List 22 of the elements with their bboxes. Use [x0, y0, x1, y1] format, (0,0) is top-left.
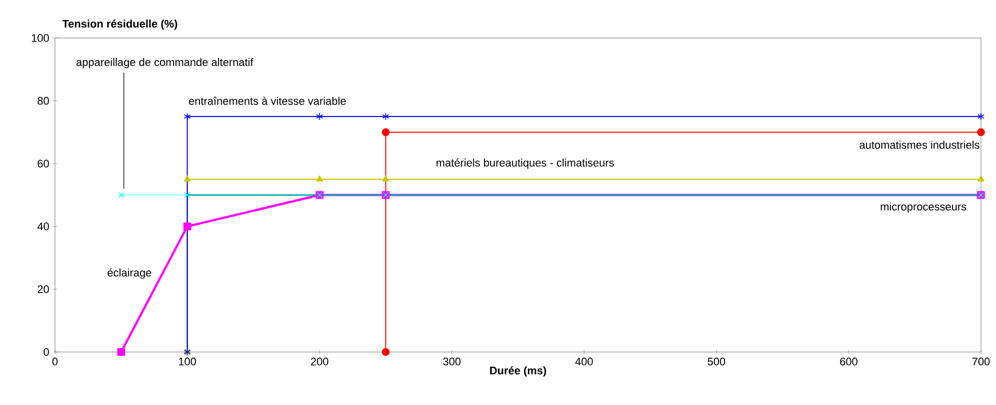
x-axis-title: Durée (ms)	[490, 366, 546, 377]
x-tick-label: 0	[52, 358, 58, 366]
series-label: entraînements à vitesse variable	[188, 96, 346, 105]
text: appareillage de commande alternatif	[76, 58, 254, 68]
series-label: matériels bureautiques - climatiseurs	[436, 158, 614, 169]
y-axis-title: Tension résiduelle (%)	[62, 19, 178, 30]
y-tick-label: 40	[37, 222, 49, 230]
x-tick-label: 400	[575, 358, 593, 366]
series-label: automatismes industriels	[860, 140, 980, 149]
y-tick-label: 20	[38, 285, 49, 294]
x-tick-label: 700	[972, 358, 990, 366]
x-tick-label: 500	[708, 358, 726, 366]
series-label: microprocesseurs	[880, 202, 966, 213]
y-tick-label: 80	[38, 96, 49, 105]
series-label: éclairage	[108, 268, 152, 279]
x-tick-label: 300	[443, 358, 461, 366]
y-tick-label: 100	[32, 34, 49, 42]
y-tick-label: 0	[44, 348, 49, 356]
y-tick-label: 60	[38, 160, 49, 168]
x-tick-label: 100	[178, 358, 196, 366]
x-tick-label: 200	[310, 358, 328, 366]
x-tick-label: 600	[840, 358, 858, 366]
